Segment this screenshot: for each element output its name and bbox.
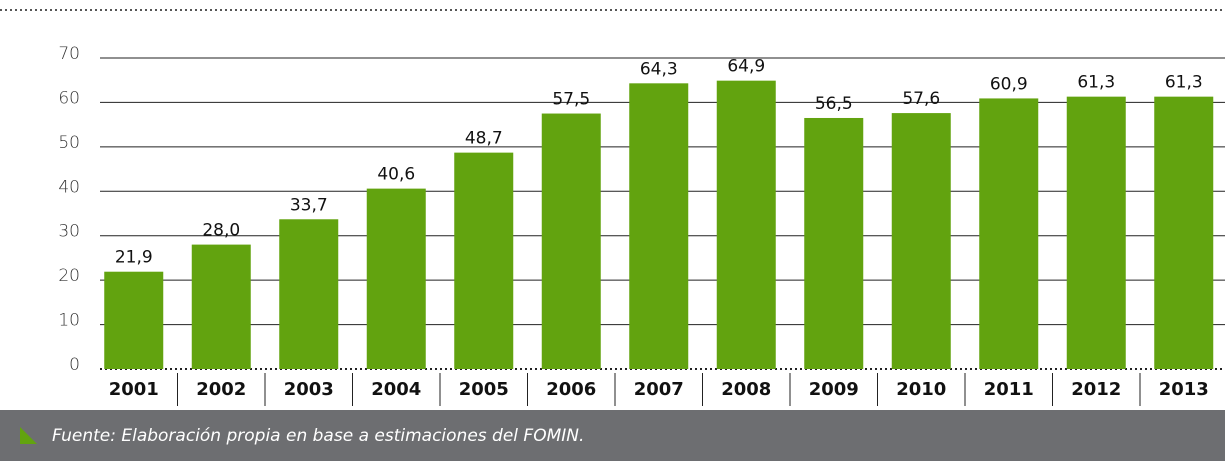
value-label: 33,7	[290, 195, 328, 215]
value-label: 40,6	[377, 165, 415, 185]
value-label: 60,9	[990, 74, 1028, 94]
value-label: 57,5	[552, 90, 590, 110]
bar	[1066, 96, 1126, 369]
bar	[979, 98, 1039, 370]
x-tick-label: 2002	[196, 379, 246, 400]
value-label: 61,3	[1165, 73, 1203, 93]
x-tick-label: 2012	[1071, 379, 1121, 400]
x-tick-label: 2001	[109, 379, 159, 400]
x-tick-label: 2008	[721, 379, 771, 400]
value-label: 48,7	[465, 129, 503, 149]
y-tick-label: 50	[58, 133, 80, 153]
value-label: 28,0	[202, 221, 240, 241]
x-tick-label: 2010	[896, 379, 946, 400]
x-tick-label: 2004	[371, 379, 421, 400]
bar	[629, 83, 689, 370]
x-tick-label: 2011	[984, 379, 1034, 400]
bar	[541, 113, 601, 370]
bar	[279, 219, 339, 369]
y-tick-label: 30	[58, 222, 80, 242]
value-label: 64,9	[727, 57, 765, 77]
bar	[891, 113, 951, 369]
source-text: Fuente: Elaboración propia en base a est…	[52, 426, 584, 446]
value-label: 61,3	[1077, 73, 1115, 93]
y-tick-label: 0	[69, 355, 80, 375]
x-tick-label: 2006	[546, 379, 596, 400]
y-tick-label: 60	[58, 88, 80, 108]
y-tick-label: 40	[58, 177, 80, 197]
bar	[366, 188, 426, 369]
bar	[804, 117, 864, 369]
bar	[454, 152, 514, 369]
y-tick-label: 70	[58, 44, 80, 64]
value-label: 57,6	[902, 89, 940, 109]
x-tick-label: 2007	[634, 379, 684, 400]
x-tick-label: 2005	[459, 379, 509, 400]
y-tick-label: 20	[58, 266, 80, 286]
value-label: 21,9	[115, 248, 153, 268]
x-tick-label: 2003	[284, 379, 334, 400]
bar	[716, 80, 776, 369]
bar	[1154, 96, 1214, 369]
x-tick-label: 2009	[809, 379, 859, 400]
x-tick-label: 2013	[1159, 379, 1209, 400]
bar	[191, 244, 251, 369]
y-tick-label: 10	[58, 311, 80, 331]
source-icon	[20, 427, 37, 444]
source-bar	[0, 410, 1225, 461]
bar	[104, 271, 164, 369]
value-label: 56,5	[815, 94, 853, 114]
value-label: 64,3	[640, 59, 678, 79]
